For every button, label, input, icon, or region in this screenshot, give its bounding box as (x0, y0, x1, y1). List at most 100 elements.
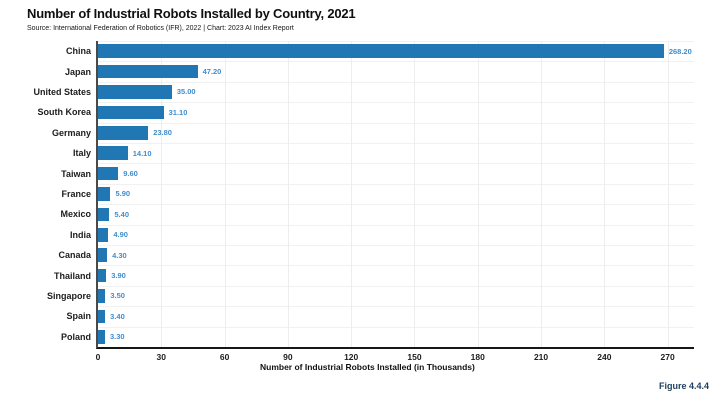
category-label: Mexico (60, 209, 91, 220)
vertical-gridline (287, 41, 289, 347)
horizontal-gridline (98, 122, 694, 124)
category-label: France (61, 188, 91, 199)
bar-row: Taiwan 9.60 (61, 163, 694, 183)
chart-title: Number of Industrial Robots Installed by… (27, 6, 356, 21)
bar-row: China 268.20 (66, 41, 694, 61)
category-label: Germany (51, 127, 91, 138)
x-tick-label: 120 (344, 352, 359, 362)
x-tick-label: 180 (470, 352, 485, 362)
bar (98, 309, 106, 324)
bar (98, 85, 172, 99)
category-label: Spain (66, 311, 91, 322)
value-label: 5.40 (114, 209, 129, 219)
bar-row: Germany 23.80 (52, 123, 694, 143)
value-label: 31.10 (168, 107, 188, 117)
bar (98, 146, 128, 160)
vertical-gridline (351, 41, 353, 347)
vertical-gridline (667, 41, 669, 347)
bar-row: South Korea 31.10 (37, 102, 694, 122)
vertical-gridline (541, 41, 543, 347)
figure-number-label: Figure 4.4.4 (658, 381, 709, 391)
horizontal-gridline (98, 245, 694, 246)
category-label: Japan (64, 66, 91, 77)
plot-area: China 268.20 Japan 47.20 United States 35.00 S… (33, 41, 694, 362)
value-label: 35.00 (176, 87, 196, 97)
bar (98, 166, 119, 181)
bar (98, 289, 106, 303)
bar (98, 105, 164, 120)
bar (98, 44, 664, 58)
category-label: India (69, 229, 91, 240)
horizontal-gridline (98, 265, 694, 267)
bar (98, 228, 109, 242)
bar (98, 248, 108, 262)
bar-row: Singapore 3.50 (47, 286, 694, 306)
horizontal-gridline (98, 183, 694, 185)
x-tick-label: 60 (219, 352, 230, 362)
value-label: 4.90 (113, 230, 128, 240)
x-tick-label: 240 (597, 352, 612, 362)
horizontal-gridline (98, 143, 694, 144)
value-label: 9.60 (123, 169, 138, 179)
vertical-gridline (604, 41, 606, 347)
horizontal-gridline (98, 285, 694, 287)
horizontal-gridline (98, 306, 694, 308)
x-tick-label: 150 (407, 352, 422, 362)
bar-row: India 4.90 (70, 225, 694, 245)
horizontal-gridline (98, 326, 694, 328)
value-label: 3.30 (109, 332, 125, 342)
horizontal-gridline (98, 224, 694, 226)
bar-row: United States 35.00 (33, 82, 694, 102)
category-label: United States (33, 86, 91, 97)
value-label: 47.20 (202, 67, 222, 77)
category-label: Poland (60, 331, 91, 342)
horizontal-gridline (98, 61, 694, 63)
category-label: Singapore (46, 290, 91, 301)
category-label: China (65, 46, 91, 57)
horizontal-gridline (98, 81, 694, 83)
chart-subtitle: Source: International Federation of Robo… (27, 25, 294, 32)
value-label: 4.30 (112, 250, 127, 260)
horizontal-gridline (98, 102, 694, 104)
x-tick-label: 30 (156, 352, 167, 362)
bar-row: Spain 3.40 (66, 306, 694, 326)
x-axis-title: Number of Industrial Robots Installed (i… (260, 362, 475, 372)
vertical-gridline (224, 41, 226, 347)
bar-row: France 5.90 (61, 184, 694, 204)
x-tick-label: 90 (283, 352, 293, 362)
bar-row: Italy 14.10 (73, 143, 694, 163)
vertical-gridline (477, 41, 479, 347)
category-label: Taiwan (61, 168, 91, 179)
bar (98, 126, 149, 140)
value-label: 5.90 (115, 189, 131, 199)
vertical-gridline (414, 41, 416, 347)
bar (98, 64, 198, 79)
value-label: 268.20 (668, 46, 692, 56)
x-tick-label: 0 (95, 352, 101, 362)
horizontal-gridline (98, 41, 694, 42)
x-tick-label: 210 (533, 352, 549, 362)
value-label: 14.10 (132, 148, 152, 158)
bar (98, 187, 111, 201)
bar (98, 207, 110, 222)
bar (98, 268, 107, 283)
bar-row: Thailand 3.90 (54, 265, 694, 285)
horizontal-gridline (98, 163, 694, 165)
bar-row: Canada 4.30 (58, 245, 694, 265)
value-label: 3.40 (110, 311, 125, 321)
bar-row: Poland 3.30 (61, 327, 694, 347)
vertical-gridline (161, 41, 163, 347)
category-label: South Korea (37, 107, 91, 118)
category-label: Italy (72, 148, 91, 159)
bar (98, 330, 105, 344)
value-label: 23.80 (153, 128, 172, 138)
category-label: Canada (58, 250, 91, 261)
x-tick-label: 270 (660, 352, 675, 362)
category-label: Thailand (53, 270, 91, 281)
horizontal-gridline (98, 204, 694, 206)
value-label: 3.50 (110, 291, 125, 301)
bar-row: Japan 47.20 (65, 61, 694, 81)
bar-row: Mexico 5.40 (60, 204, 694, 224)
value-label: 3.90 (111, 271, 126, 281)
